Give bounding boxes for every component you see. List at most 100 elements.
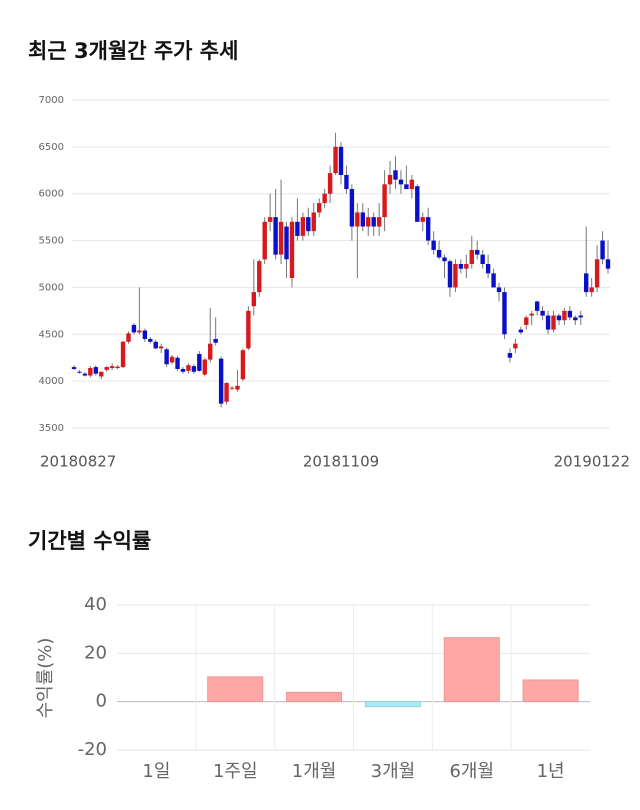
y-tick-label: -20: [78, 739, 107, 760]
candle-body: [502, 292, 507, 335]
candle-body: [540, 310, 545, 316]
candle-body: [524, 317, 529, 325]
candle-body: [605, 259, 611, 269]
candle-body: [578, 315, 583, 318]
candle-body: [164, 349, 169, 365]
y-tick-label: 3500: [39, 423, 64, 434]
candle-body: [115, 366, 120, 369]
candle-body: [175, 357, 180, 369]
candle-body: [218, 358, 224, 404]
y-tick-label: 5500: [39, 236, 64, 247]
candle-body: [251, 292, 257, 307]
candle-body: [295, 221, 300, 236]
x-tick-label: 1주일: [213, 761, 258, 782]
x-tick-label: 1개월: [292, 761, 337, 782]
candle-body: [338, 146, 344, 175]
candle-body: [262, 221, 267, 260]
x-tick-label: 20180827: [40, 453, 116, 471]
candle-body: [584, 273, 589, 293]
bar: [207, 676, 264, 703]
candle-body: [197, 353, 202, 371]
candle-body: [447, 261, 453, 288]
candle-body: [224, 383, 229, 402]
candle-body: [371, 217, 376, 227]
candle-body: [387, 174, 393, 185]
candle-body: [131, 324, 137, 333]
candle-body: [77, 371, 82, 373]
candle-body: [317, 203, 322, 213]
chart-title: 기간별 수익률: [28, 529, 151, 553]
candle-body: [284, 226, 289, 260]
candle-body: [202, 359, 207, 375]
candle-body: [458, 264, 464, 269]
x-tick-label: 1일: [142, 761, 170, 782]
candle-body: [71, 367, 77, 369]
candle-body: [142, 330, 148, 339]
candle-body: [366, 217, 371, 227]
candle-body: [404, 184, 409, 190]
candle-body: [551, 315, 556, 330]
candle-body: [82, 373, 88, 376]
bar: [522, 679, 579, 703]
candle-body: [109, 366, 115, 369]
candle-body: [485, 264, 491, 274]
candle-body: [480, 254, 485, 264]
candle-body: [513, 343, 518, 349]
candle-body: [322, 193, 327, 204]
candle-body: [376, 217, 382, 227]
candle-body: [469, 249, 474, 264]
candle-body: [229, 387, 235, 389]
candle-body: [153, 341, 158, 349]
candle-body: [300, 217, 306, 236]
candle-body: [600, 240, 605, 260]
bar: [286, 691, 343, 703]
candle-body: [306, 217, 311, 232]
candle-body: [518, 329, 524, 333]
candle-body: [496, 287, 502, 293]
candle-body: [246, 310, 251, 349]
y-tick-label: 7000: [39, 95, 64, 106]
candle-body: [235, 385, 240, 390]
candle-body: [120, 341, 126, 368]
candle-body: [382, 184, 387, 218]
candle-body: [267, 217, 273, 222]
candle-body: [573, 317, 578, 321]
candle-body: [289, 221, 295, 279]
x-tick-label: 3개월: [371, 761, 416, 782]
candle-body: [415, 186, 420, 222]
candle-body: [442, 257, 447, 262]
candle-body: [355, 212, 360, 227]
candle-body: [562, 310, 567, 321]
candle-body: [360, 212, 365, 227]
candle-body: [240, 350, 246, 380]
candle-body: [327, 173, 333, 194]
candle-body: [186, 365, 191, 371]
y-tick-label: 6500: [39, 142, 64, 153]
candle-body: [99, 371, 104, 377]
candle-body: [398, 179, 404, 185]
candle-body: [333, 146, 338, 174]
candle-body: [278, 221, 284, 255]
candle-body: [589, 287, 594, 293]
y-tick-label: 0: [96, 691, 107, 712]
candle-body: [567, 310, 573, 318]
candle-body: [464, 264, 469, 269]
candle-body: [104, 367, 109, 370]
candle-body: [344, 174, 349, 190]
candle-body: [311, 212, 316, 232]
candle-body: [507, 353, 513, 358]
y-tick-label: 6000: [39, 189, 64, 200]
y-tick-label: 40: [84, 594, 107, 615]
candle-body: [191, 366, 197, 372]
candle-body: [273, 217, 278, 255]
candle-body: [545, 315, 551, 330]
y-tick-label: 4000: [39, 376, 64, 387]
candle-body: [453, 264, 458, 288]
candle-body: [393, 170, 398, 180]
candle-body: [126, 333, 131, 342]
candle-body: [148, 338, 153, 342]
candle-body: [431, 240, 436, 250]
candle-body: [213, 338, 218, 343]
candle-body: [180, 368, 186, 372]
